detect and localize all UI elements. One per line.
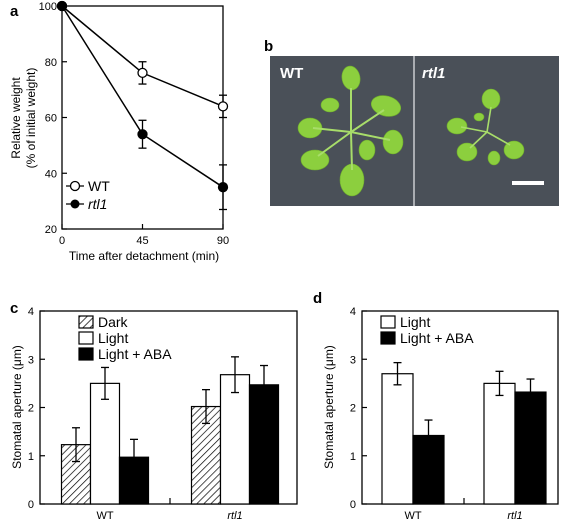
series-rtl1-point [137,129,148,140]
panel-c-ytick-label: 4 [28,306,34,318]
legend-d-light-swatch [380,315,396,329]
panel-a-xlabel: Time after detachment (min) [69,249,219,263]
wt-rosette [297,65,404,197]
panel-a-ytick-label: 20 [45,224,57,236]
panel-a-line-chart: 20 40 60 80 100 0 45 90 Relative weight (% of i… [9,0,229,263]
panel-label-d: d [313,290,322,307]
panel-c-category-label: rtl1 [227,510,242,522]
panel-label-c: c [10,300,18,317]
panel-d-ytick-label: 1 [350,451,356,463]
panel-d-category-label: WT [404,510,421,522]
series-WT-line [61,5,224,108]
panel-c-ytick-label: 0 [28,499,34,511]
legend-d-light-aba-swatch [380,331,396,345]
panel-c-bar-light [219,374,251,505]
legend-d-light-aba-label: Light + ABA [400,330,474,346]
panel-c-bar-light [89,382,121,505]
panel-a-frame [61,5,224,230]
panel-a-ytick-label: 40 [45,168,57,180]
panel-c-ylabel: Stomatal aperture (μm) [10,345,24,469]
panel-c-ytick-label: 3 [28,354,34,366]
rtl1-rosette [446,88,525,166]
panel-d-ylabel: Stomatal aperture (μm) [322,345,336,469]
panel-a-xtick-label: 0 [59,235,65,247]
panel-d-ytick-label: 3 [350,354,356,366]
series-rtl1-point [217,182,229,193]
panel-d-category-label: rtl1 [507,510,522,522]
legend-light-aba-swatch [78,347,94,361]
legend-light-aba-label: Light + ABA [98,346,172,362]
series-rtl1-point [56,0,68,12]
panel-a-xtick-label: 90 [217,235,229,247]
legend-d-light-label: Light [400,314,430,330]
scale-bar [512,181,544,185]
series-WT-point [217,101,229,112]
legend-rtl1-label: rtl1 [88,196,107,212]
legend-wt-label: WT [88,178,110,194]
photo-label-rtl1: rtl1 [422,65,445,82]
panel-label-a: a [10,3,19,20]
panel-label-b: b [264,38,273,55]
panel-a-ytick-label: 80 [45,57,57,69]
panel-d-ytick-label: 4 [350,306,356,318]
panel-a-ylabel-line2: (% of initial weight) [24,68,38,169]
legend-wt-marker [69,180,81,192]
panel-a-ylabel-line1: Relative weight [9,77,23,159]
legend-dark-label: Dark [98,314,129,330]
panel-d-ytick-label: 2 [350,403,356,415]
legend-light-label: Light [98,330,128,346]
photo-label-wt: WT [280,65,303,82]
series-WT-point [137,67,148,79]
panel-d-ytick-label: 0 [350,499,356,511]
legend-rtl1-marker [70,199,80,209]
panel-d-bar-light [381,373,414,505]
panel-a-xtick-label: 45 [136,235,148,247]
panel-b-photo: WT rtl1 [270,56,559,206]
panel-d-bar-light [483,382,516,505]
panel-c-ytick-label: 1 [28,451,34,463]
panel-a-ytick-label: 60 [45,113,57,125]
panel-c-ytick-label: 2 [28,403,34,415]
legend-light-swatch [78,331,94,345]
legend-dark-swatch [78,315,94,329]
panel-d-bar-chart: 0 1 2 3 4 WT rtl1 Stomatal aperture (μm) Light… [322,306,559,522]
panel-c-category-label: WT [96,510,113,522]
panel-d-bar-light-aba [514,391,547,505]
panel-a-ytick-label: 100 [39,1,57,13]
